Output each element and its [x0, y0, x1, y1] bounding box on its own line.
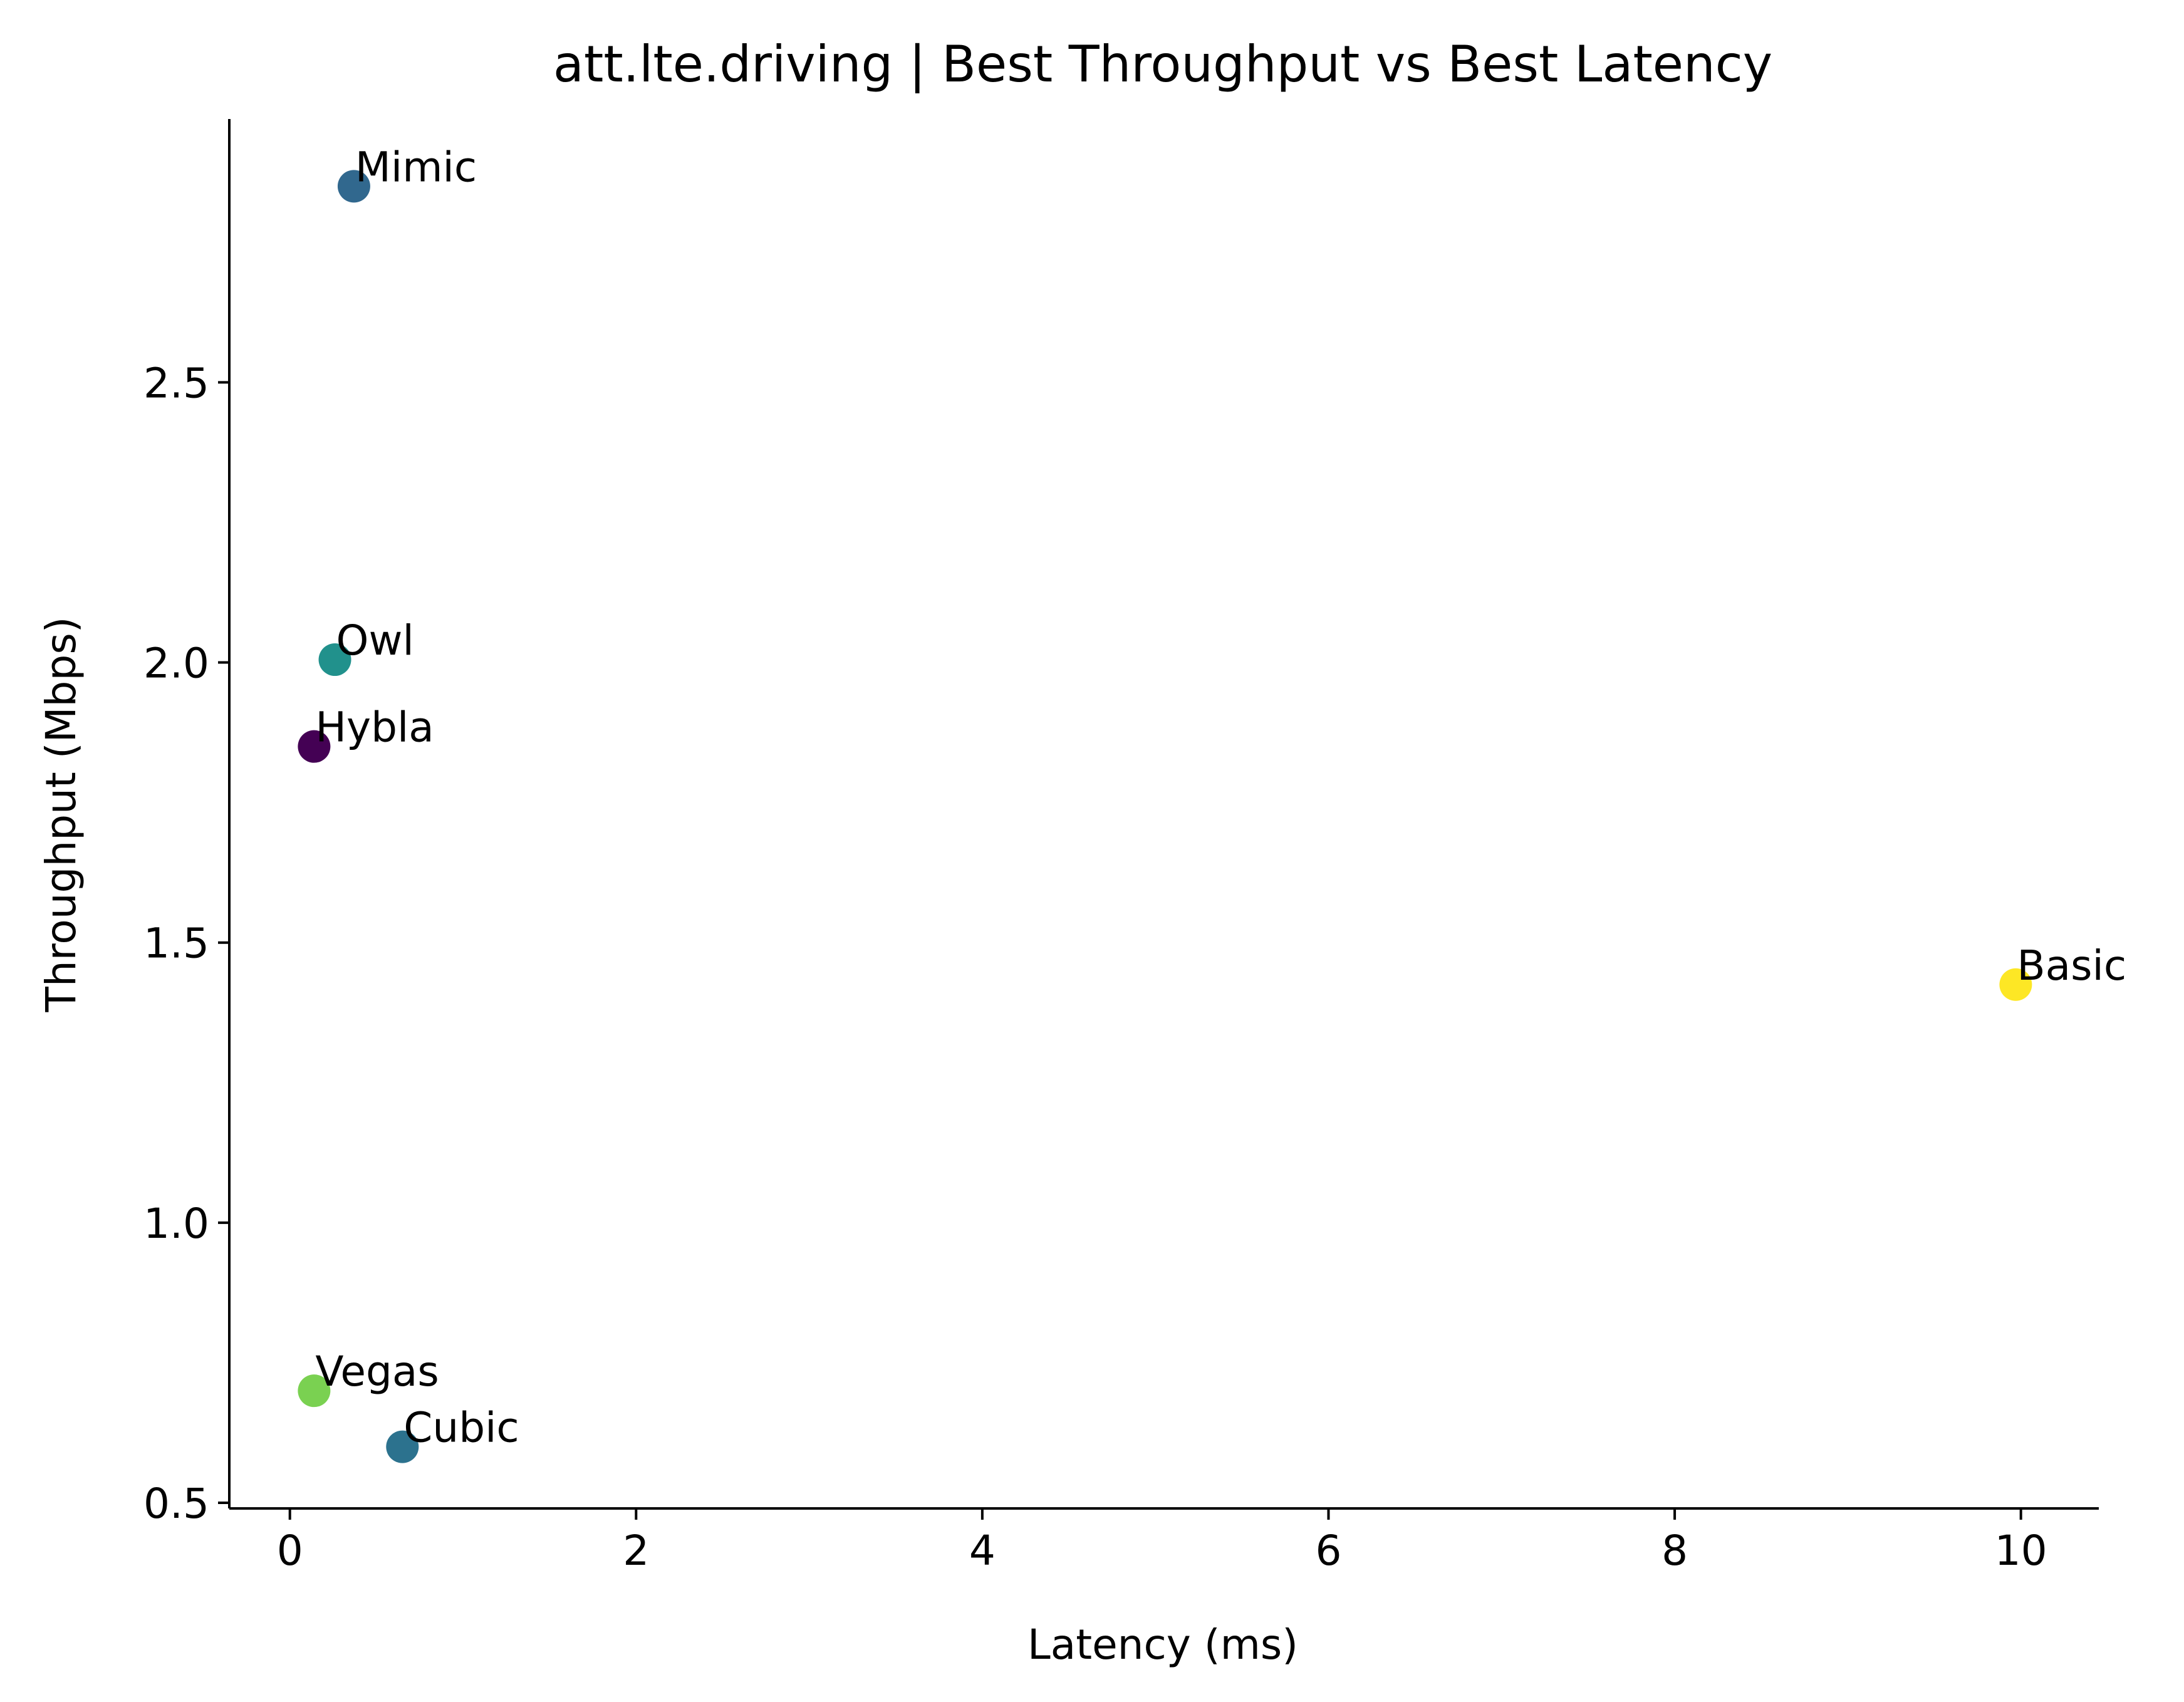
x-axis-label: Latency (ms) — [1027, 1621, 1298, 1669]
point-label-mimic: Mimic — [355, 143, 477, 191]
data-point-owl — [318, 643, 351, 677]
y-tick-label: 2.5 — [143, 359, 209, 407]
x-tick-label: 4 — [969, 1527, 996, 1575]
y-tick-label: 0.5 — [143, 1480, 209, 1528]
point-label-vegas: Vegas — [315, 1347, 439, 1396]
y-axis-label: Throughput (Mbps) — [37, 617, 85, 1013]
y-tick-label: 1.5 — [143, 920, 209, 968]
data-point-mimic — [337, 170, 370, 203]
data-point-basic — [1999, 968, 2032, 1001]
point-label-hybla: Hybla — [315, 703, 434, 752]
point-label-basic: Basic — [2017, 942, 2126, 990]
point-label-cubic: Cubic — [403, 1404, 519, 1452]
data-point-vegas — [298, 1374, 331, 1408]
x-tick-label: 0 — [277, 1527, 303, 1575]
plot-area: 0 2 4 6 8 10 0.5 1.0 1.5 2.0 2.5 Mimic Owl Hybla Basic… — [143, 119, 2126, 1575]
data-point-hybla — [298, 730, 331, 763]
data-point-cubic — [386, 1430, 419, 1463]
x-tick-label: 6 — [1315, 1527, 1341, 1575]
chart-title: att.lte.driving | Best Throughput vs Bes… — [553, 35, 1772, 94]
x-tick-label: 8 — [1661, 1527, 1688, 1575]
y-tick-label: 2.0 — [143, 640, 209, 688]
y-tick-label: 1.0 — [143, 1200, 209, 1248]
point-label-owl: Owl — [336, 616, 414, 665]
x-tick-label: 10 — [1995, 1527, 2047, 1575]
x-tick-label: 2 — [623, 1527, 649, 1575]
